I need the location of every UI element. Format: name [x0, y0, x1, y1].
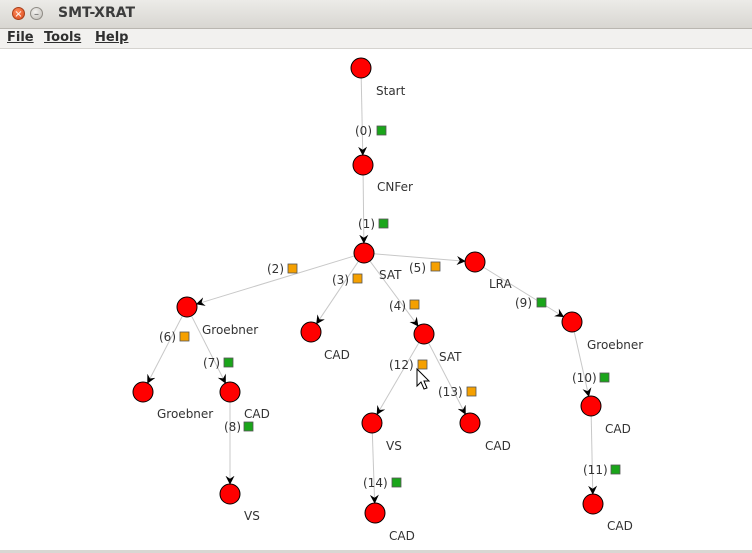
graph-node[interactable] — [464, 251, 486, 273]
node-label: VS — [386, 439, 402, 453]
edge-status-indicator[interactable] — [391, 477, 402, 488]
graph-edge[interactable] — [359, 174, 369, 244]
graph-node[interactable] — [364, 502, 386, 524]
menu-file[interactable]: File — [7, 30, 34, 45]
graph-edge[interactable] — [373, 253, 466, 266]
edge-label: (11) — [583, 463, 608, 477]
edge-status-indicator[interactable] — [430, 261, 441, 272]
edge-status-indicator[interactable] — [536, 297, 547, 308]
graph-node[interactable] — [132, 381, 154, 403]
edge-label: (4) — [389, 299, 406, 313]
node-label: CAD — [605, 422, 631, 436]
edge-status-indicator[interactable] — [223, 357, 234, 368]
edge-status-indicator[interactable] — [243, 421, 254, 432]
node-label: CAD — [607, 519, 633, 533]
edge-label: (10) — [572, 371, 597, 385]
minimize-icon: – — [34, 9, 39, 20]
edge-label: (9) — [515, 296, 532, 310]
node-label: LRA — [489, 277, 513, 291]
edge-status-indicator[interactable] — [378, 218, 389, 229]
edge-status-indicator[interactable] — [409, 299, 420, 310]
graph-edge[interactable] — [369, 432, 379, 504]
edge-label: (14) — [363, 476, 388, 490]
edge-label: (12) — [389, 358, 414, 372]
graph-edge[interactable] — [369, 260, 419, 327]
menu-tools[interactable]: Tools — [44, 30, 82, 45]
graph-node[interactable] — [176, 296, 198, 318]
edge-label: (8) — [224, 420, 241, 434]
edge-status-indicator[interactable] — [417, 359, 428, 370]
graph-edge[interactable] — [588, 415, 598, 495]
node-label: SAT — [379, 268, 402, 282]
graph-canvas[interactable]: (0) (1) (2) (3) (4) (5) (6) (7) (8) (9) (10) (11) (1… — [1, 49, 751, 549]
edge-status-indicator[interactable] — [599, 372, 610, 383]
graph-node[interactable] — [352, 154, 374, 176]
node-label: CAD — [244, 407, 270, 421]
title-bar[interactable]: × – SMT-XRAT — [0, 0, 752, 29]
edge-label: (0) — [355, 124, 372, 138]
node-label: CAD — [485, 439, 511, 453]
node-label: CNFer — [377, 180, 413, 194]
edge-label: (6) — [159, 330, 176, 344]
minimize-button[interactable]: – — [30, 7, 43, 20]
node-label: VS — [244, 509, 260, 523]
graph-node[interactable] — [219, 483, 241, 505]
graph-node[interactable] — [350, 57, 372, 79]
graph-edge[interactable] — [376, 342, 420, 416]
node-label: Groebner — [202, 323, 258, 337]
module-graph: (0) (1) (2) (3) (4) (5) (6) (7) (8) (9) (10) (11) (1… — [132, 57, 643, 543]
close-icon: × — [14, 9, 23, 20]
node-label: CAD — [389, 529, 415, 543]
graph-node[interactable] — [413, 323, 435, 345]
graph-edge[interactable] — [191, 315, 226, 384]
node-label: CAD — [324, 348, 350, 362]
graph-edge[interactable] — [428, 342, 466, 415]
graph-edge[interactable] — [483, 266, 565, 318]
node-label: SAT — [439, 350, 462, 364]
node-label: Groebner — [587, 338, 643, 352]
graph-node[interactable] — [300, 321, 322, 343]
edge-label: (3) — [332, 273, 349, 287]
node-label: Start — [376, 84, 406, 98]
graph-edge[interactable] — [573, 331, 592, 397]
mouse-cursor-icon — [416, 367, 431, 390]
edge-label: (1) — [358, 217, 375, 231]
edge-status-indicator[interactable] — [610, 464, 621, 475]
menu-bar: File Tools Help — [0, 29, 752, 49]
close-button[interactable]: × — [12, 7, 25, 20]
graph-node[interactable] — [459, 412, 481, 434]
edge-status-indicator[interactable] — [466, 386, 477, 397]
graph-node[interactable] — [353, 242, 375, 264]
edge-label: (5) — [409, 261, 426, 275]
graph-edge[interactable] — [316, 261, 359, 325]
node-label: Groebner — [157, 407, 213, 421]
graph-node[interactable] — [561, 311, 583, 333]
graph-node[interactable] — [582, 493, 604, 515]
edge-status-indicator[interactable] — [352, 273, 363, 284]
edge-label: (13) — [438, 385, 463, 399]
graph-node[interactable] — [361, 412, 383, 434]
graph-edge[interactable] — [147, 315, 183, 384]
edge-status-indicator[interactable] — [287, 263, 298, 274]
graph-node[interactable] — [219, 381, 241, 403]
graph-edge[interactable] — [195, 255, 355, 306]
graph-edge[interactable] — [358, 77, 368, 156]
menu-help[interactable]: Help — [95, 30, 129, 45]
edge-status-indicator[interactable] — [179, 331, 190, 342]
edge-label: (2) — [267, 262, 284, 276]
edge-label: (7) — [203, 356, 220, 370]
edge-status-indicator[interactable] — [376, 125, 387, 136]
graph-node[interactable] — [580, 395, 602, 417]
window-title: SMT-XRAT — [58, 5, 136, 21]
